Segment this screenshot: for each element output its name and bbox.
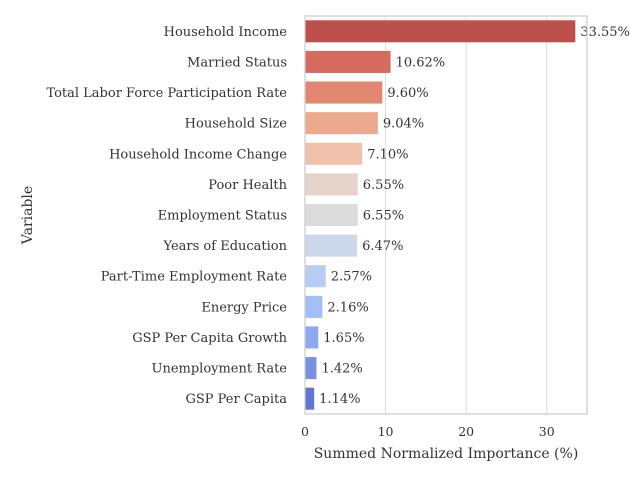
value-label: 1.65% xyxy=(323,331,364,346)
category-label: Married Status xyxy=(187,55,287,70)
value-label: 10.62% xyxy=(396,55,446,70)
value-label: 2.57% xyxy=(331,270,372,285)
value-label: 9.60% xyxy=(387,86,428,101)
category-label: Household Income Change xyxy=(109,147,287,162)
value-label: 6.47% xyxy=(362,239,403,254)
bar xyxy=(305,112,378,135)
category-label: GSP Per Capita xyxy=(185,392,287,407)
bar xyxy=(305,142,363,165)
category-label: Total Labor Force Participation Rate xyxy=(46,86,287,101)
category-label: Household Size xyxy=(185,117,288,132)
category-label: Energy Price xyxy=(201,300,287,315)
category-label: Poor Health xyxy=(208,178,287,193)
x-tick-label: 0 xyxy=(301,424,309,439)
value-label: 6.55% xyxy=(363,178,404,193)
category-label: GSP Per Capita Growth xyxy=(132,331,287,346)
x-tick-label: 20 xyxy=(458,424,474,439)
bar xyxy=(305,20,576,43)
value-label: 1.42% xyxy=(321,362,362,377)
bar xyxy=(305,50,391,73)
category-label: Employment Status xyxy=(158,209,287,224)
value-labels: 33.55% 10.62% 9.60% 9.04% 7.10% 6.55% 6.55% 6.4… xyxy=(319,25,630,407)
x-tick-label: 10 xyxy=(378,424,394,439)
category-label: Unemployment Rate xyxy=(151,362,287,377)
value-label: 7.10% xyxy=(367,147,408,162)
bar xyxy=(305,81,383,104)
y-axis-title: Variable xyxy=(20,186,36,245)
bar xyxy=(305,173,358,196)
category-label: Part-Time Employment Rate xyxy=(101,270,288,285)
bar xyxy=(305,326,319,349)
bar xyxy=(305,265,326,288)
x-axis-title: Summed Normalized Importance (%) xyxy=(314,446,579,462)
value-label: 6.55% xyxy=(363,209,404,224)
x-tick-label: 30 xyxy=(539,424,555,439)
bar xyxy=(305,234,358,257)
bar xyxy=(305,357,317,380)
bar xyxy=(305,387,315,410)
value-label: 9.04% xyxy=(383,117,424,132)
bars xyxy=(305,20,576,410)
bar xyxy=(305,295,323,318)
plot-frame xyxy=(304,15,588,415)
bar xyxy=(305,203,358,227)
x-tick-labels: 0 10 20 30 xyxy=(301,424,555,439)
category-label: Years of Education xyxy=(163,239,288,254)
value-label: 2.16% xyxy=(327,300,368,315)
value-label: 1.14% xyxy=(319,392,360,407)
category-label: Household Income xyxy=(164,25,288,40)
category-labels: Household Income Married Status Total Labo… xyxy=(46,25,287,407)
value-label: 33.55% xyxy=(580,25,630,40)
